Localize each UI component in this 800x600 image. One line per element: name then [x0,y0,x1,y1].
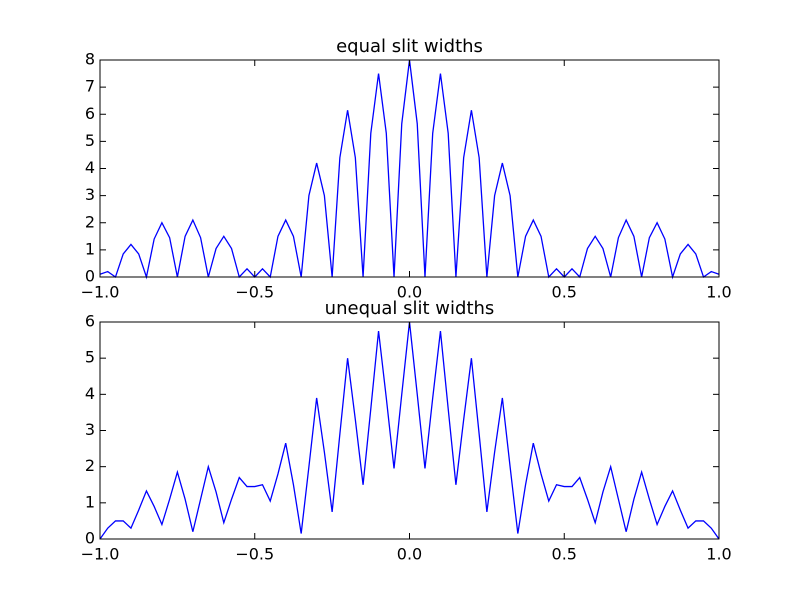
y-tick-label: 0 [85,267,95,286]
x-tick-label: 0.0 [397,545,422,564]
y-tick-label: 4 [85,384,95,403]
x-tick-label: −0.5 [235,545,274,564]
x-tick-label: −1.0 [81,545,120,564]
y-tick-label: 8 [85,50,95,69]
y-tick-label: 5 [85,348,95,367]
x-tick-label: 0.5 [552,545,577,564]
x-tick-label: 1.0 [706,545,731,564]
chart-title: unequal slit widths [325,298,495,319]
x-tick-label: 0.0 [397,283,422,302]
y-tick-label: 7 [85,77,95,96]
x-tick-label: 1.0 [706,283,731,302]
y-tick-label: 2 [85,212,95,231]
x-tick-label: −0.5 [235,283,274,302]
x-tick-label: 0.5 [552,283,577,302]
x-tick-label: −1.0 [81,283,120,302]
y-tick-label: 1 [85,492,95,511]
y-tick-label: 5 [85,131,95,150]
y-tick-label: 2 [85,456,95,475]
plot-area [100,60,719,277]
plot-area [100,322,719,539]
y-tick-label: 3 [85,420,95,439]
y-tick-label: 0 [85,529,95,548]
y-tick-label: 3 [85,185,95,204]
y-tick-label: 6 [85,312,95,331]
y-tick-label: 4 [85,158,95,177]
chart-title: equal slit widths [336,36,483,57]
y-tick-label: 6 [85,104,95,123]
y-tick-label: 1 [85,239,95,258]
